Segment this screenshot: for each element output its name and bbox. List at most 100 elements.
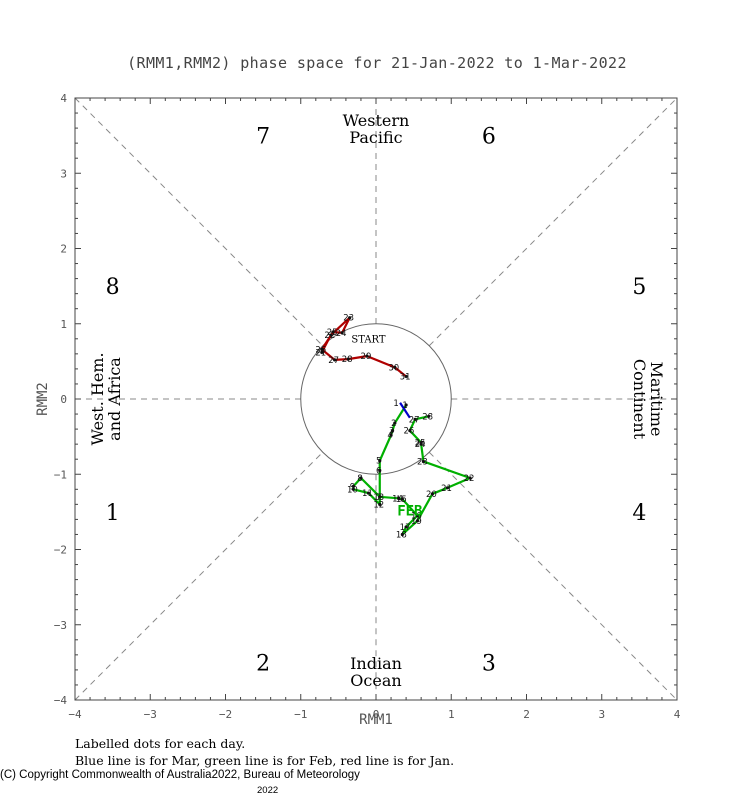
- day-label: 28: [342, 355, 353, 365]
- day-label: 11: [362, 489, 373, 499]
- day-dot: [396, 496, 401, 500]
- day-dot: [421, 459, 426, 464]
- day-label: 16: [411, 512, 422, 522]
- day-dot: [366, 491, 371, 495]
- x-tick-label: −4: [68, 708, 82, 721]
- copyright-notice: (C) Copyright Commonwealth of Australia2…: [0, 769, 360, 781]
- diagonal-line: [74, 97, 324, 347]
- y-tick-label: −4: [54, 694, 68, 707]
- day-dot: [393, 421, 397, 425]
- day-label: 24: [415, 440, 426, 450]
- day-label: 2: [391, 419, 396, 429]
- day-dot: [393, 365, 397, 369]
- y-tick-label: 2: [60, 243, 67, 256]
- trajectory-line: [352, 404, 472, 536]
- month-label: FEB: [397, 504, 422, 520]
- day-label: 8: [357, 474, 362, 484]
- day-label: 29: [361, 352, 372, 362]
- phase-number-8: 8: [106, 275, 120, 300]
- day-dot: [351, 487, 356, 491]
- day-label: 25: [327, 328, 338, 338]
- day-label: 22: [464, 474, 475, 484]
- phase-number-6: 6: [482, 125, 496, 150]
- day-label: 4: [387, 431, 392, 441]
- day-label: 21: [315, 348, 326, 358]
- day-label: 26: [403, 427, 414, 437]
- day-dot: [320, 350, 324, 354]
- day-label: 13: [373, 493, 384, 503]
- x-tick-label: 2: [523, 708, 530, 721]
- y-axis-label: RMM2: [35, 382, 51, 416]
- copyright-year-sub: 2022: [257, 785, 279, 796]
- day-label: 23: [343, 314, 354, 324]
- day-label: 30: [388, 363, 399, 373]
- day-label: 14: [392, 494, 403, 504]
- day-dot: [333, 358, 337, 362]
- day-dot: [404, 403, 408, 407]
- day-label: 21: [441, 484, 452, 494]
- day-label: 23: [417, 457, 428, 467]
- day-label: 19: [411, 517, 422, 527]
- day-label: 22: [324, 331, 335, 341]
- phase-number-5: 5: [632, 275, 646, 300]
- chart-title: (RMM1,RMM2) phase space for 21-Jan-2022 …: [127, 54, 627, 72]
- footer-note-colors: Blue line is for Mar, green line is for …: [75, 753, 455, 768]
- day-dot: [419, 441, 423, 445]
- day-dot: [404, 525, 408, 529]
- day-label: 31: [400, 372, 411, 382]
- y-tick-label: 1: [60, 318, 67, 331]
- x-tick-label: 4: [674, 708, 681, 721]
- day-dot: [346, 357, 350, 361]
- day-label: 27: [328, 356, 339, 366]
- region-label-left: and Africa: [105, 357, 124, 441]
- day-dot: [378, 502, 382, 506]
- day-dot: [340, 331, 344, 335]
- day-label: 1: [402, 401, 407, 411]
- day-dot: [329, 333, 333, 337]
- day-label: 10: [347, 485, 358, 495]
- phase-number-7: 7: [256, 125, 270, 150]
- x-tick-label: −2: [219, 708, 232, 721]
- x-tick-label: 1: [448, 708, 455, 721]
- day-dot: [378, 495, 382, 499]
- day-label: 3: [389, 427, 394, 437]
- copyright-text: (C) Copyright Commonwealth of Australia: [0, 769, 212, 781]
- region-label-bottom: Ocean: [350, 671, 401, 690]
- day-dot: [404, 374, 408, 379]
- x-tick-label: 0: [373, 708, 380, 721]
- diagonal-line: [428, 451, 678, 701]
- day-dot: [468, 476, 472, 480]
- day-dot: [445, 486, 450, 490]
- day-dot: [320, 347, 324, 351]
- day-dot: [378, 468, 382, 473]
- phase-number-3: 3: [482, 651, 496, 676]
- day-dot: [389, 433, 393, 437]
- x-tick-label: −3: [144, 708, 157, 721]
- day-label: 15: [396, 495, 407, 505]
- copyright-year: 2022: [211, 769, 238, 781]
- day-label: 28: [422, 412, 433, 422]
- diagonal-line: [74, 451, 324, 701]
- day-label: 20: [426, 490, 437, 500]
- day-label: 5: [376, 457, 381, 467]
- x-axis-label: RMM1: [359, 712, 393, 728]
- day-label: 1: [393, 399, 398, 409]
- day-dot: [390, 429, 395, 433]
- day-dot: [331, 330, 335, 334]
- unit-circle: [300, 323, 452, 475]
- x-tick-label: −1: [294, 708, 307, 721]
- day-label: 12: [373, 500, 384, 510]
- footer-note-dots: Labelled dots for each day.: [75, 736, 246, 751]
- trajectory-line: [399, 402, 411, 419]
- y-tick-label: 3: [60, 167, 67, 180]
- phase-number-4: 4: [632, 501, 646, 526]
- region-label-top: Western: [343, 111, 410, 130]
- region-label-left: West. Hem.: [88, 352, 107, 445]
- day-label: 26: [315, 345, 326, 355]
- day-label: 17: [400, 523, 411, 533]
- start-label: START: [351, 335, 386, 346]
- day-dot: [348, 316, 352, 320]
- region-label-top: Pacific: [349, 128, 402, 147]
